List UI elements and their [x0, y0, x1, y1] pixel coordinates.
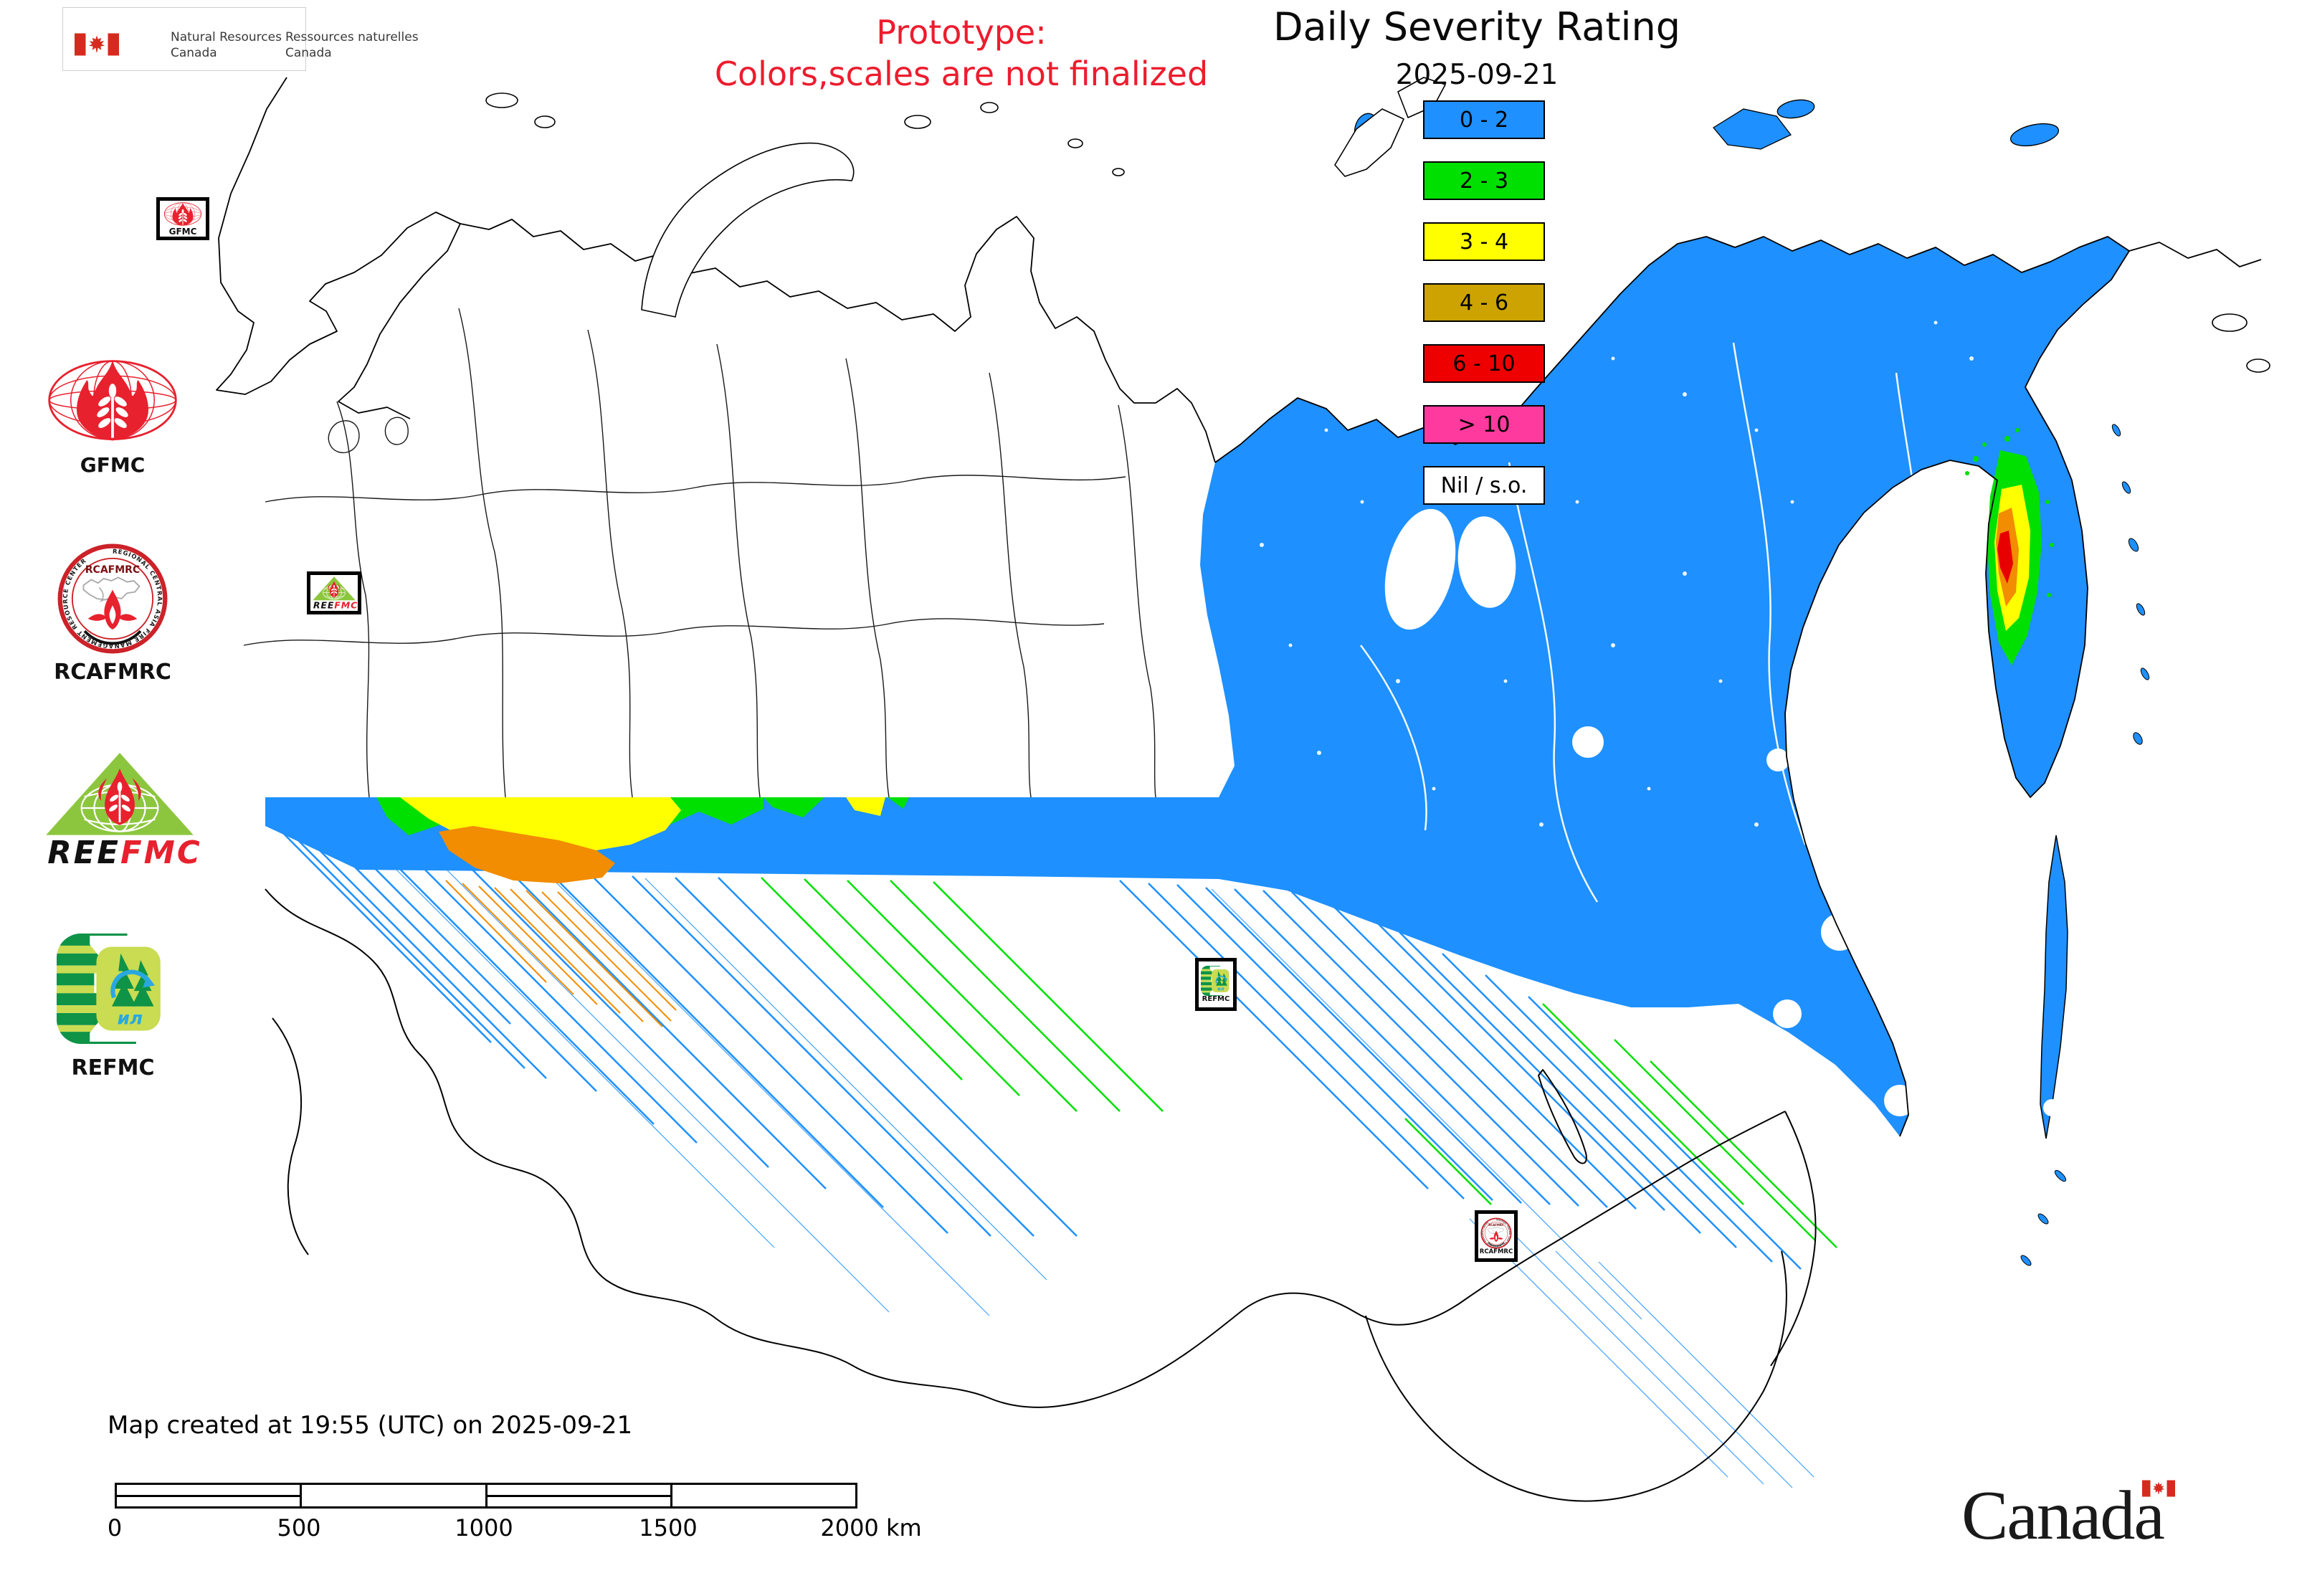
map-rivers	[1359, 342, 1924, 903]
legend: 0 - 2 2 - 3 3 - 4 4 - 6 6 - 10 > 10 Nil …	[1423, 100, 1545, 527]
refmc-marker-label: REFMC	[1202, 995, 1230, 1003]
reefmc-map-marker	[307, 571, 361, 614]
dsr-region-0-2	[265, 99, 2150, 1266]
legend-label: 0 - 2	[1459, 107, 1509, 133]
scale-tick-1000: 1000	[455, 1514, 513, 1542]
prototype-warning: Prototype: Colors,scales are not finaliz…	[675, 11, 1248, 95]
legend-label: 2 - 3	[1459, 168, 1509, 194]
scale-segment	[670, 1485, 855, 1506]
legend-label: > 10	[1457, 412, 1511, 437]
southern-borders	[265, 888, 1817, 1502]
legend-swatch-6-10: 6 - 10	[1423, 344, 1545, 383]
scale-tick-1500: 1500	[639, 1514, 698, 1542]
admin-borders	[243, 308, 1156, 798]
legend-label: 3 - 4	[1459, 229, 1509, 255]
rcafmrc-logo	[57, 543, 168, 655]
refmc-logo	[57, 934, 167, 1044]
nrcan-en-line2: Canada	[171, 46, 217, 60]
map-title: Daily Severity Rating	[1273, 4, 1681, 49]
dsr-streaks-blue	[275, 825, 1802, 1270]
refmc-label: REFMC	[71, 1055, 155, 1080]
legend-swatch-3-4: 3 - 4	[1423, 222, 1545, 261]
dsr-streaks-blue-thin	[372, 845, 1815, 1488]
gfmc-logo	[44, 357, 181, 446]
legend-swatch-nil: Nil / s.o.	[1423, 466, 1545, 505]
legend-swatch-gt10: > 10	[1423, 405, 1545, 444]
canada-flag-icon	[75, 29, 119, 60]
scale-tick-0: 0	[107, 1514, 123, 1542]
map-speckles	[1260, 320, 1974, 934]
legend-swatch-4-6: 4 - 6	[1423, 283, 1545, 322]
nrcan-name-en: Natural Resources Canada	[171, 29, 282, 61]
arctic-islands	[485, 77, 2270, 373]
legend-label: 4 - 6	[1459, 290, 1509, 315]
scale-tick-500: 500	[277, 1514, 321, 1542]
nrcan-signature: Natural Resources Canada Ressources natu…	[62, 7, 419, 71]
prototype-line2: Colors,scales are not finalized	[714, 54, 1209, 93]
rcafmrc-marker-label: RCAFMRC	[1479, 1248, 1513, 1255]
dsr-streaks-orange	[445, 880, 677, 1027]
canada-wordmark-flag-icon	[2142, 1480, 2175, 1497]
canada-wordmark: Canada	[1961, 1477, 2165, 1554]
gfmc-map-marker: GFMC	[156, 197, 209, 240]
prototype-line1: Prototype:	[876, 13, 1047, 52]
refmc-map-marker: REFMC	[1195, 958, 1237, 1011]
legend-swatch-0-2: 0 - 2	[1423, 100, 1545, 139]
gfmc-marker-icon	[162, 201, 204, 227]
dsr-kamchatka-hotspot	[1965, 428, 2054, 665]
legend-swatch-2-3: 2 - 3	[1423, 161, 1545, 200]
refmc-marker-icon	[1201, 966, 1231, 996]
scale-segment	[300, 1485, 485, 1506]
map-date: 2025-09-21	[1395, 59, 1559, 91]
nrcan-fr-line2: Canada	[285, 46, 332, 60]
gfmc-marker-label: GFMC	[168, 227, 197, 237]
legend-label: 6 - 10	[1452, 351, 1516, 376]
nrcan-name-fr: Ressources naturelles Canada	[285, 29, 419, 61]
rcafmrc-marker-icon	[1480, 1217, 1512, 1249]
rcafmrc-label: RCAFMRC	[54, 660, 171, 685]
coastlines	[216, 77, 2262, 1137]
nrcan-fr-line1: Ressources naturelles	[285, 30, 419, 44]
reefmc-logo	[40, 750, 199, 869]
dsr-band-patches	[376, 797, 909, 883]
created-timestamp: Map created at 19:55 (UTC) on 2025-09-21	[108, 1411, 633, 1440]
nrcan-en-line1: Natural Resources	[171, 30, 282, 44]
scale-tick-2000: 2000 km	[820, 1514, 922, 1542]
scale-segment	[117, 1485, 300, 1506]
rcafmrc-map-marker: RCAFMRC	[1475, 1210, 1518, 1262]
gfmc-label: GFMC	[80, 453, 146, 477]
legend-label: Nil / s.o.	[1440, 472, 1528, 498]
scale-bar	[115, 1483, 857, 1509]
scale-segment	[485, 1485, 671, 1506]
reefmc-marker-icon	[311, 576, 357, 610]
dsr-streaks-green	[761, 877, 1837, 1248]
